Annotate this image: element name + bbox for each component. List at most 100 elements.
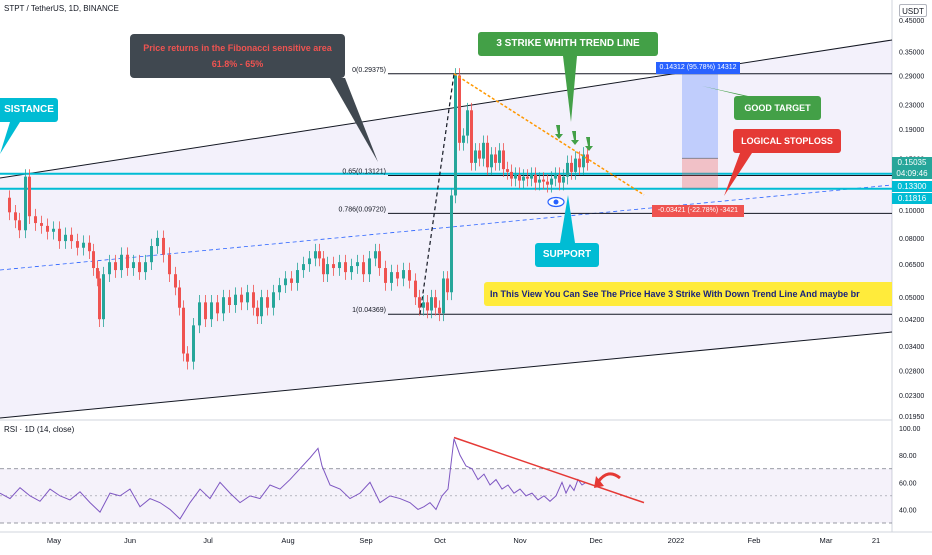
candle-body — [522, 176, 525, 181]
rsi-title: RSI · 1D (14, close) — [4, 425, 75, 434]
candle-body — [530, 174, 533, 179]
price-tick-label: 0.23000 — [899, 103, 924, 110]
candle-body — [182, 307, 185, 354]
strike-callout-pointer — [563, 56, 577, 122]
candle-body — [430, 297, 433, 311]
rsi-tick-label: 60.00 — [899, 480, 917, 487]
strike-callout: 3 STRIKE WHITH TREND LINE — [478, 32, 658, 56]
stop-zone — [682, 158, 718, 189]
candle-body — [434, 297, 437, 308]
candle-body — [174, 274, 177, 288]
candle-body — [210, 302, 213, 320]
stoploss-text: LOGICAL STOPLOSS — [741, 136, 833, 146]
strike-callout-text: 3 STRIKE WHITH TREND LINE — [496, 38, 640, 49]
target-label-box: 0.14312 (95.78%) 14312 — [656, 62, 740, 74]
candle-body — [402, 270, 405, 279]
price-tick-label: 0.06500 — [899, 262, 924, 269]
candle-body — [418, 297, 421, 308]
candle-body — [28, 176, 31, 217]
candle-body — [272, 292, 275, 308]
price-tick-label: 0.02800 — [899, 368, 924, 375]
candle-body — [198, 302, 201, 326]
candle-body — [498, 150, 501, 163]
fib-anchor-line — [419, 73, 455, 315]
support-text: SUPPORT — [542, 249, 592, 260]
candle-body — [318, 251, 321, 259]
channel-fill — [0, 40, 892, 418]
candle-body — [450, 195, 453, 293]
rsi-tick-label: 80.00 — [899, 453, 917, 460]
candle-body — [506, 169, 509, 172]
currency-label: USDT — [902, 7, 924, 16]
symbol-title: STPT / TetherUS, 1D, BINANCE — [4, 4, 119, 13]
currency-badge[interactable]: USDT — [899, 4, 927, 17]
candle-body — [458, 75, 461, 143]
rsi-trend-line — [453, 436, 645, 504]
stoploss-pointer — [724, 153, 752, 196]
price-tick-label: 0.29000 — [899, 73, 924, 80]
level-badge-lower-value: 0.11816 — [897, 194, 927, 203]
candle-body — [574, 158, 577, 172]
candle-body — [550, 178, 553, 185]
rsi-tick-label: 40.00 — [899, 507, 917, 514]
candle-body — [162, 237, 165, 255]
good-target-text: GOOD TARGET — [744, 103, 811, 113]
price-tick-label: 0.05000 — [899, 295, 924, 302]
candle-body — [534, 174, 537, 183]
strike-arrow-icon-2 — [585, 137, 593, 151]
candle-body — [378, 251, 381, 269]
price-tick-label: 0.35000 — [899, 50, 924, 57]
time-tick-label: Jun — [124, 536, 136, 545]
candle-body — [186, 353, 189, 362]
candle-body — [350, 266, 353, 273]
time-tick-label: Sep — [359, 536, 372, 545]
candle-body — [414, 280, 417, 298]
rsi-series-line — [0, 438, 587, 520]
fibonacci-callout-pointer — [330, 78, 378, 162]
stop-label-box: -0.03421 (-22.78%) -3421 — [652, 205, 744, 217]
level-badge-upper-value: 0.13300 — [897, 182, 927, 191]
candle-body — [102, 274, 105, 320]
candle-body — [422, 302, 425, 308]
candle-body — [308, 258, 311, 265]
fib-label-1: 0.65(0.13121) — [342, 168, 386, 175]
candle-body — [240, 294, 243, 303]
candle-body — [138, 262, 141, 273]
candle-body — [228, 297, 231, 306]
candle-body — [96, 268, 99, 279]
candle-body — [126, 254, 129, 269]
rsi-arrow-head-icon — [594, 476, 604, 488]
rsi-curved-arrow-icon — [596, 472, 621, 483]
candle-body — [494, 154, 497, 163]
candle-body — [178, 287, 181, 308]
candle-body — [24, 176, 27, 231]
candle-body — [562, 176, 565, 183]
fibonacci-callout-line2: 61.8% - 65% — [211, 59, 264, 69]
candle-body — [234, 294, 237, 306]
candle-body — [8, 197, 11, 213]
time-tick-label: Mar — [820, 536, 833, 545]
price-tick-label: 0.19000 — [899, 127, 924, 134]
candle-body — [322, 258, 325, 275]
candle-body — [582, 154, 585, 168]
candle-body — [278, 285, 281, 293]
candle-body — [344, 262, 347, 273]
candle-body — [502, 150, 505, 170]
candle-body — [554, 174, 557, 179]
candle-body — [490, 154, 493, 168]
candle-body — [426, 302, 429, 311]
price-tick-label: 0.04200 — [899, 317, 924, 324]
current-price-badge: 0.15035 04:09:46 — [892, 157, 932, 179]
down-trend-line — [453, 73, 645, 196]
resistance-text: SISTANCE — [4, 104, 54, 115]
candle-body — [14, 212, 17, 221]
candle-body — [18, 220, 21, 231]
candle-body — [204, 302, 207, 320]
candle-body — [408, 270, 411, 281]
candle-body — [296, 270, 299, 283]
candle-body — [260, 297, 263, 317]
candle-body — [362, 262, 365, 275]
view-note-text: In This View You Can See The Price Have … — [490, 289, 860, 299]
